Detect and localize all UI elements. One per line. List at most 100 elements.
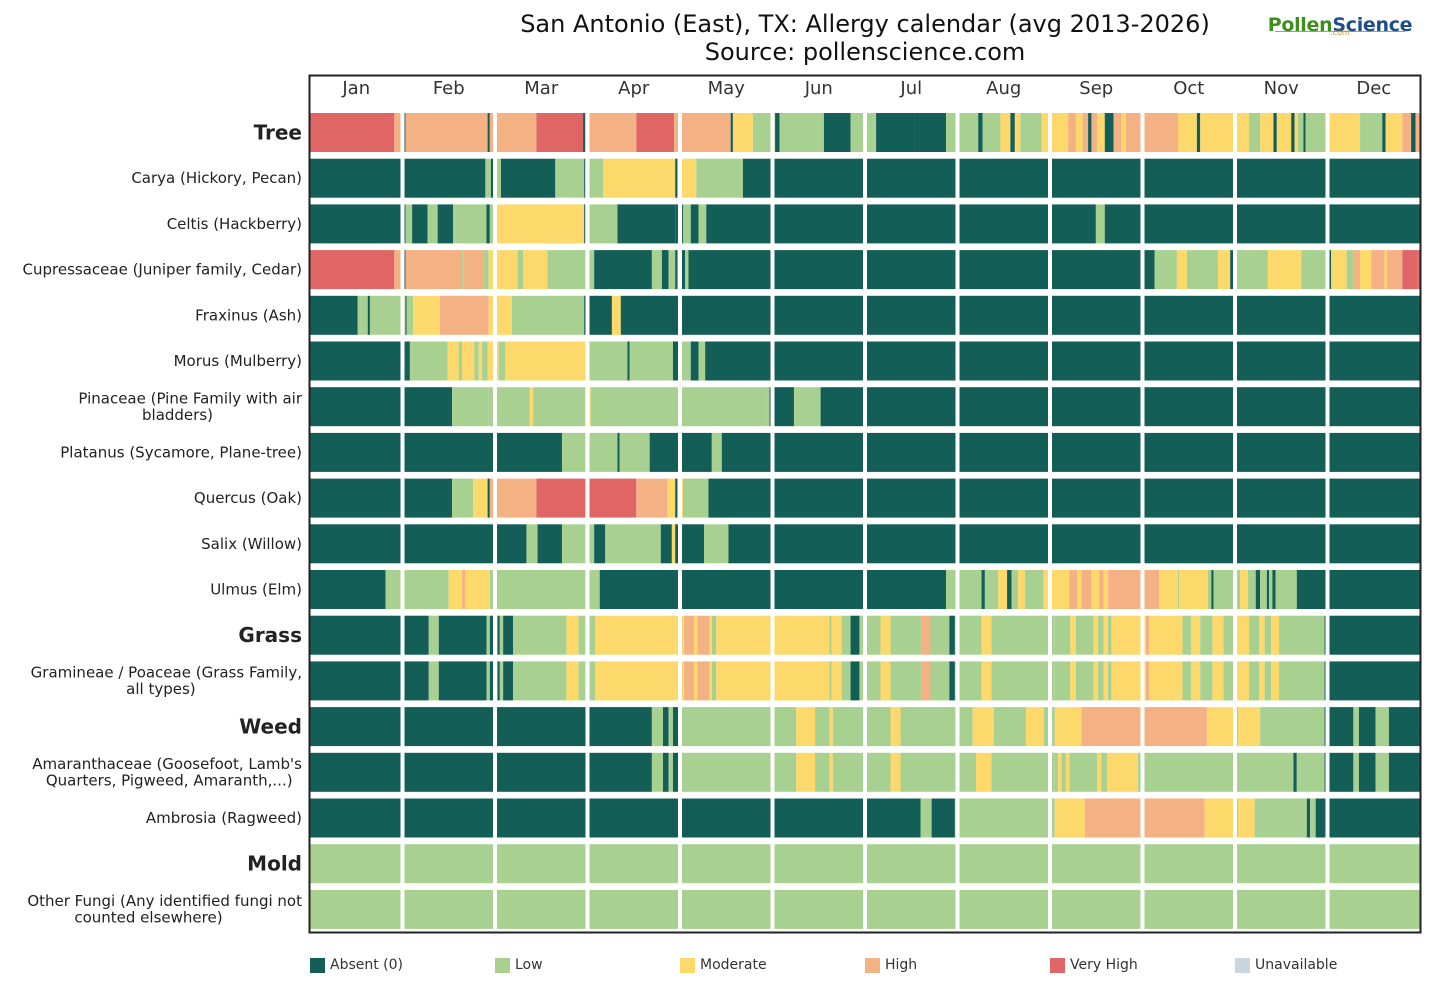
legend-item-very-high: Very High	[1050, 957, 1138, 973]
cell-ulmus-elm-38	[1275, 570, 1297, 609]
cell-amaranthaceae-goosefoot-lamb-s-quarters-pigweed-amaranth-14	[954, 752, 976, 792]
cell-gramineae-poaceae-grass-family-all-types-49	[1212, 661, 1224, 701]
cell-gramineae-poaceae-grass-family-all-types-15	[684, 661, 695, 701]
row-label-morus-mulberry: Morus (Mulberry)	[174, 352, 302, 370]
cell-amaranthaceae-goosefoot-lamb-s-quarters-pigweed-amaranth-27	[1234, 752, 1294, 792]
cell-fraxinus-ash-5	[406, 295, 414, 335]
cell-platanus-sycamore-plane-tree-6	[711, 432, 722, 472]
cell-gramineae-poaceae-grass-family-all-types-27	[880, 661, 891, 701]
month-separators	[400, 111, 1330, 931]
cell-carya-hickory-pecan-2	[490, 158, 495, 198]
cell-morus-mulberry-12	[585, 341, 628, 381]
cell-fraxinus-ash-12	[620, 295, 1420, 335]
cell-grass-42	[1111, 615, 1142, 655]
cell-salix-willow-10	[704, 524, 729, 564]
cell-cupressaceae-juniper-family-cedar-1	[394, 250, 404, 290]
cell-weed-10	[832, 707, 860, 747]
cell-morus-mulberry-19	[705, 341, 1420, 381]
cell-ambrosia-ragweed-6	[1084, 798, 1143, 838]
cell-cupressaceae-juniper-family-cedar-33	[1353, 250, 1361, 290]
cell-ulmus-elm-18	[1069, 570, 1078, 609]
cell-ambrosia-ragweed-3	[954, 798, 1048, 838]
month-labels: Jan Feb Mar Apr May Jun Jul Aug Sep Oct Nov Dec	[341, 78, 1391, 99]
cell-grass-28	[890, 615, 922, 655]
cell-ulmus-elm-10	[981, 570, 985, 609]
cell-quercus-oak-3	[487, 478, 490, 518]
cell-grass-57	[1324, 615, 1335, 655]
cell-morus-mulberry-11	[505, 341, 586, 381]
row-label-celtis-hackberry: Celtis (Hackberry)	[167, 215, 302, 233]
cell-gramineae-poaceae-grass-family-all-types-35	[1054, 661, 1071, 701]
cell-carya-hickory-pecan-10	[677, 158, 697, 198]
cell-tree-14	[775, 113, 780, 152]
cell-tree-9	[636, 113, 675, 152]
cell-amaranthaceae-goosefoot-lamb-s-quarters-pigweed-amaranth-29	[1296, 752, 1325, 792]
cell-gramineae-poaceae-grass-family-all-types-19	[711, 661, 717, 701]
cell-gramineae-poaceae-grass-family-all-types-42	[1111, 661, 1142, 701]
cell-cupressaceae-juniper-family-cedar-15	[668, 250, 676, 290]
cell-grass-33	[981, 615, 992, 655]
cell-cupressaceae-juniper-family-cedar-28	[1267, 250, 1302, 290]
cell-amaranthaceae-goosefoot-lamb-s-quarters-pigweed-amaranth-19	[1061, 752, 1066, 792]
cell-ulmus-elm-26	[1178, 570, 1180, 609]
cell-amaranthaceae-goosefoot-lamb-s-quarters-pigweed-amaranth-15	[976, 752, 992, 792]
cell-quercus-oak-2	[473, 478, 488, 518]
cell-ulmus-elm-17	[1043, 570, 1070, 609]
cell-tree-58	[1415, 113, 1420, 152]
cell-ulmus-elm-35	[1266, 570, 1270, 609]
month-label-oct: Oct	[1173, 78, 1204, 99]
cell-grass-29	[921, 615, 931, 655]
cell-gramineae-poaceae-grass-family-all-types-31	[949, 661, 955, 701]
cell-gramineae-poaceae-grass-family-all-types-12	[585, 661, 596, 701]
cell-grass-6	[497, 615, 500, 655]
cell-fraxinus-ash-2	[367, 295, 370, 335]
cell-gramineae-poaceae-grass-family-all-types-39	[1098, 661, 1104, 701]
cell-carya-hickory-pecan-12	[742, 158, 1420, 198]
cell-pinaceae-pine-family-with-air-bladders-1	[452, 387, 489, 427]
cell-celtis-hackberry-8	[496, 204, 585, 244]
cell-tree-23	[982, 113, 1001, 152]
cell-tree-55	[1397, 113, 1403, 152]
cell-weed-12	[890, 707, 901, 747]
cell-fraxinus-ash-7	[439, 295, 489, 335]
cell-amaranthaceae-goosefoot-lamb-s-quarters-pigweed-amaranth-3	[668, 752, 673, 792]
cell-morus-mulberry-18	[698, 341, 706, 381]
row-label-other-fungi-any-identified-fungi-not-counted-elsewhere: Other Fungi (Any identified fungi not cou…	[27, 892, 302, 927]
cell-salix-willow-3	[561, 524, 586, 564]
cell-weed-13	[900, 707, 955, 747]
cell-weed-27	[1334, 707, 1354, 747]
cell-grass-9	[513, 615, 567, 655]
cell-amaranthaceae-goosefoot-lamb-s-quarters-pigweed-amaranth-25	[1138, 752, 1143, 792]
cell-grass-2	[438, 615, 487, 655]
cell-grass-26	[859, 615, 881, 655]
cell-grass-0	[310, 615, 429, 655]
cell-cupressaceae-juniper-family-cedar-29	[1301, 250, 1327, 290]
cell-amaranthaceae-goosefoot-lamb-s-quarters-pigweed-amaranth-4	[672, 752, 679, 792]
cell-weed-26	[1324, 707, 1335, 747]
cell-cupressaceae-juniper-family-cedar-8	[517, 250, 524, 290]
row-label-fraxinus-ash: Fraxinus (Ash)	[195, 306, 302, 324]
cell-fraxinus-ash-11	[611, 295, 621, 335]
cell-salix-willow-4	[585, 524, 595, 564]
cell-tree-1	[394, 113, 404, 152]
cell-ulmus-elm-21	[1091, 570, 1100, 609]
cell-amaranthaceae-goosefoot-lamb-s-quarters-pigweed-amaranth-1	[651, 752, 663, 792]
cell-amaranthaceae-goosefoot-lamb-s-quarters-pigweed-amaranth-12	[890, 752, 901, 792]
cell-gramineae-poaceae-grass-family-all-types-52	[1249, 661, 1260, 701]
cell-tree-10	[674, 113, 731, 152]
cell-fraxinus-ash-6	[413, 295, 440, 335]
cell-cupressaceae-juniper-family-cedar-19	[685, 250, 689, 290]
cell-cupressaceae-juniper-family-cedar-31	[1331, 250, 1347, 290]
cell-grass-54	[1264, 615, 1272, 655]
cell-gramineae-poaceae-grass-family-all-types-57	[1324, 661, 1335, 701]
cell-grass-11	[578, 615, 586, 655]
legend-item-high: High	[865, 957, 917, 973]
cell-amaranthaceae-goosefoot-lamb-s-quarters-pigweed-amaranth-28	[1293, 752, 1297, 792]
cell-cupressaceae-juniper-family-cedar-14	[661, 250, 669, 290]
cell-gramineae-poaceae-grass-family-all-types-36	[1070, 661, 1076, 701]
cell-tree-51	[1326, 113, 1361, 152]
cell-celtis-hackberry-4	[437, 204, 454, 244]
cell-tree-43	[1260, 113, 1274, 152]
cell-gramineae-poaceae-grass-family-all-types-45	[1149, 661, 1183, 701]
cell-weed-1	[651, 707, 663, 747]
